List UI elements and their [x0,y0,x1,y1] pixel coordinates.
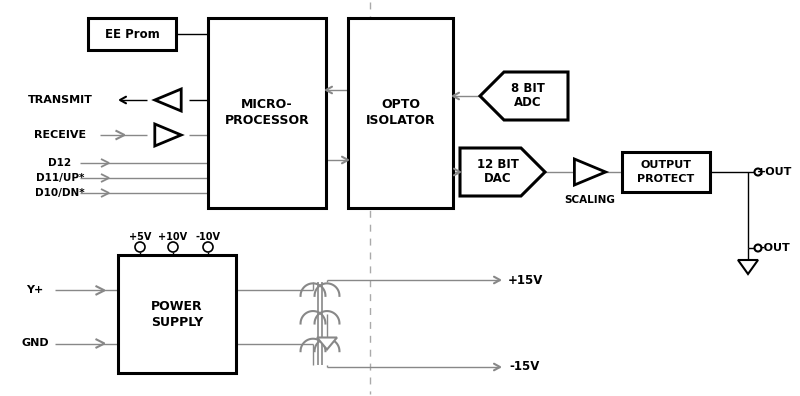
Circle shape [168,242,178,252]
Text: POWER: POWER [151,299,203,312]
Text: MICRO-: MICRO- [241,99,293,112]
Text: 8 BIT: 8 BIT [511,82,545,95]
Polygon shape [460,148,545,196]
Text: +15V: +15V [507,274,542,286]
Text: D10/DN*: D10/DN* [35,188,85,198]
Text: PROTECT: PROTECT [638,174,694,184]
Bar [622,152,710,192]
Polygon shape [574,159,606,185]
Text: -OUT: -OUT [760,243,790,253]
Text: 12 BIT: 12 BIT [477,158,518,171]
Text: DAC: DAC [484,173,511,185]
Text: OUTPUT: OUTPUT [641,160,691,170]
Text: SCALING: SCALING [565,195,615,205]
Text: +OUT: +OUT [758,167,793,177]
Text: D11/UP*: D11/UP* [36,173,84,183]
Text: +10V: +10V [158,232,187,242]
Polygon shape [155,89,181,111]
Text: EE Prom: EE Prom [105,27,159,40]
Text: TRANSMIT: TRANSMIT [27,95,93,105]
Bar [348,18,453,208]
Text: -15V: -15V [510,360,540,373]
Bar [208,18,326,208]
Text: SUPPLY: SUPPLY [151,316,203,329]
Text: ADC: ADC [514,97,542,110]
Polygon shape [480,72,568,120]
Circle shape [754,244,762,251]
Circle shape [135,242,145,252]
Circle shape [754,169,762,175]
Polygon shape [738,260,758,274]
Text: D12: D12 [49,158,71,168]
Text: -10V: -10V [195,232,221,242]
Text: GND: GND [21,339,49,348]
Text: PROCESSOR: PROCESSOR [225,114,310,128]
Text: ISOLATOR: ISOLATOR [366,114,435,128]
Circle shape [203,242,213,252]
Bar [88,18,176,50]
Polygon shape [317,337,337,350]
Text: OPTO: OPTO [381,99,420,112]
Polygon shape [155,124,181,146]
Text: RECEIVE: RECEIVE [34,130,86,140]
Bar [118,255,236,373]
Text: Y+: Y+ [26,286,44,295]
Text: +5V: +5V [129,232,151,242]
